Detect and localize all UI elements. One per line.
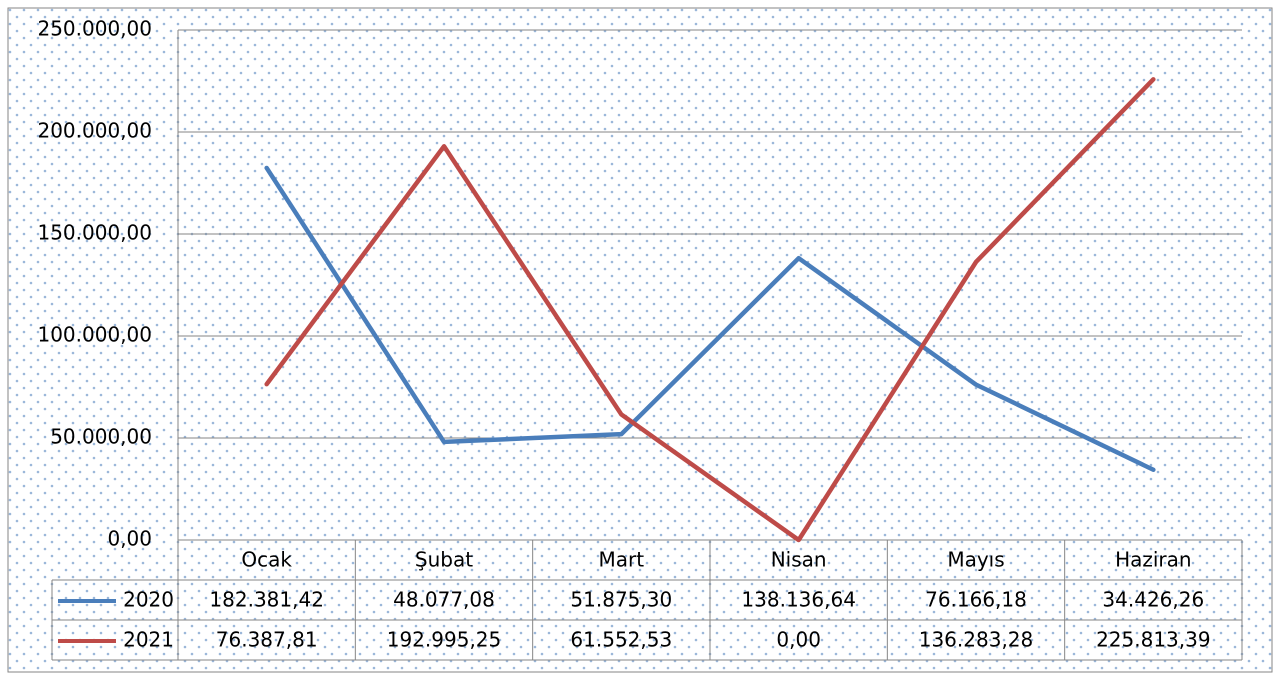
table-value: 51.875,30: [570, 588, 672, 612]
table-value: 48.077,08: [393, 588, 495, 612]
y-tick-label: 200.000,00: [37, 119, 152, 143]
y-tick-label: 150.000,00: [37, 221, 152, 245]
table-value: 76.166,18: [925, 588, 1027, 612]
x-tick-label: Mayıs: [947, 548, 1004, 572]
table-value: 34.426,26: [1102, 588, 1204, 612]
table-value: 225.813,39: [1096, 628, 1211, 652]
table-value: 138.136,64: [741, 588, 856, 612]
table-value: 0,00: [776, 628, 821, 652]
line-series: [264, 165, 1156, 473]
x-tick-label: Haziran: [1115, 548, 1192, 572]
table-value: 61.552,53: [570, 628, 672, 652]
chart-background: [7, 7, 1273, 673]
line-series: [264, 77, 1156, 543]
y-tick-label: 50.000,00: [50, 425, 152, 449]
table-value: 136.283,28: [919, 628, 1034, 652]
legend-label: 2020: [123, 588, 174, 612]
y-tick-label: 0,00: [107, 527, 152, 551]
x-tick-label: Ocak: [241, 548, 292, 572]
table-value: 182.381,42: [209, 588, 324, 612]
legend-label: 2021: [123, 628, 174, 652]
y-tick-label: 250.000,00: [37, 17, 152, 41]
x-tick-label: Nisan: [771, 548, 827, 572]
table-value: 192.995,25: [387, 628, 502, 652]
x-tick-label: Şubat: [415, 548, 473, 572]
x-tick-label: Mart: [599, 548, 645, 572]
y-tick-label: 100.000,00: [37, 323, 152, 347]
table-value: 76.387,81: [216, 628, 318, 652]
